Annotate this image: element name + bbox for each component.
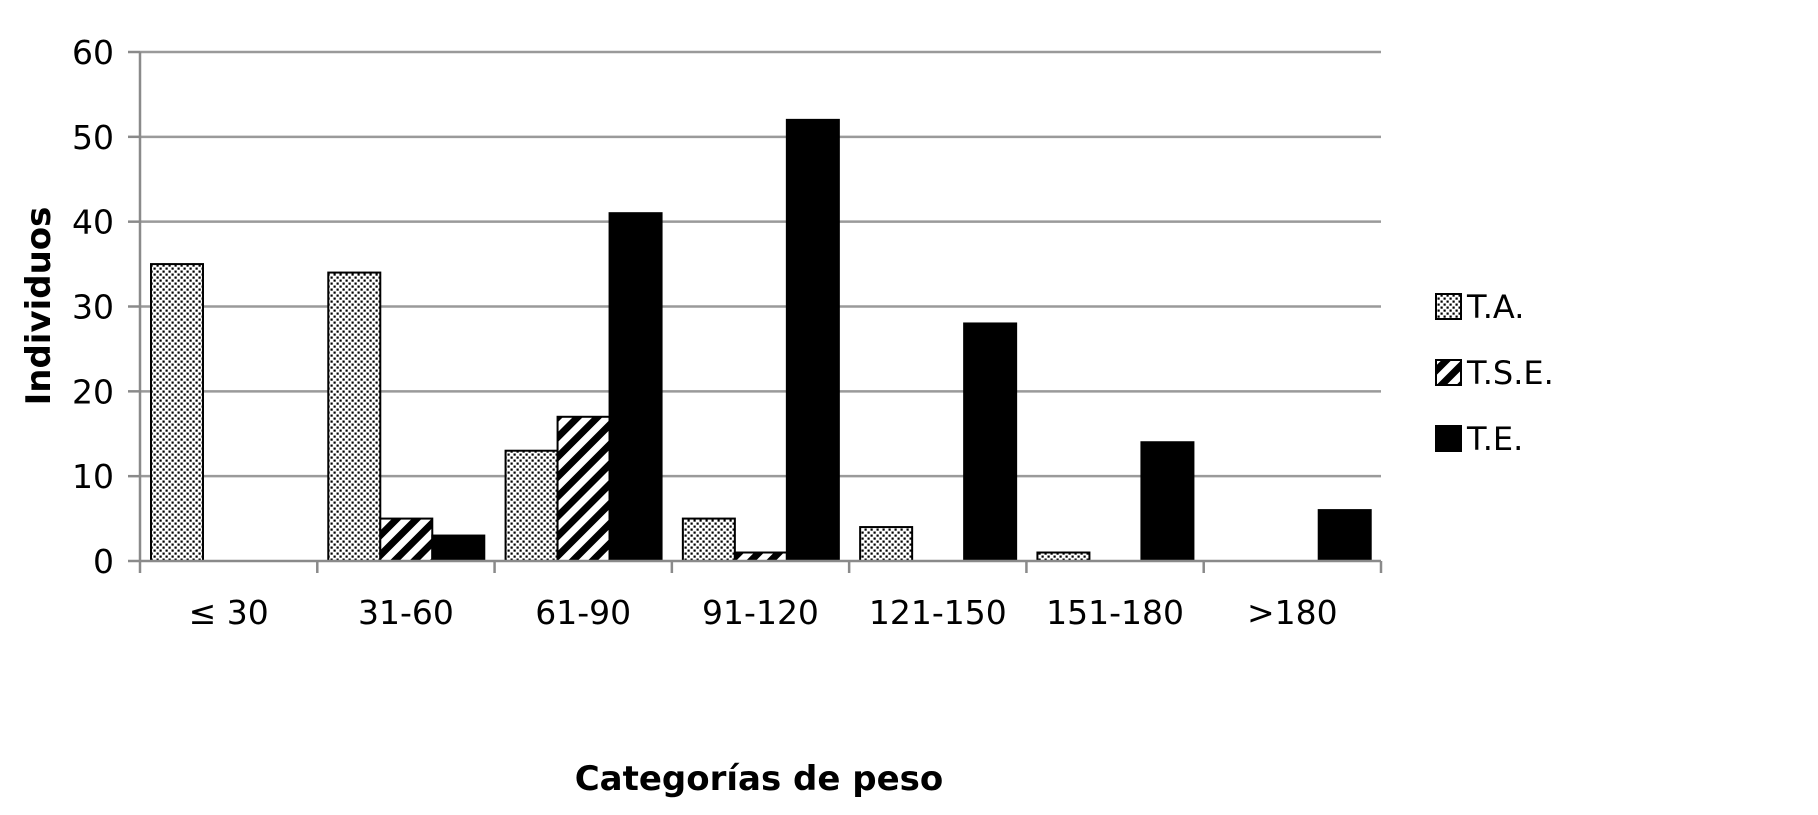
y-tick-label: 40	[72, 203, 114, 242]
bars	[150, 118, 1372, 563]
x-tick-label: >180	[1247, 593, 1338, 632]
legend: T.A. T.S.E. T.E.	[1435, 288, 1554, 458]
legend-swatch	[1435, 425, 1462, 452]
axes	[138, 52, 1381, 563]
bar-t-s-e-2	[556, 415, 611, 562]
x-tick-label: 31-60	[358, 593, 454, 632]
bar-t-s-e-1	[379, 517, 434, 562]
bar-t-a-5	[1036, 551, 1091, 562]
x-tick-label: 91-120	[702, 593, 819, 632]
y-tick-label: 50	[72, 118, 114, 157]
bar-t-e-1	[431, 534, 486, 562]
y-axis-ticks: 0 10 20 30 40 50 60	[72, 33, 140, 581]
y-tick-label: 0	[93, 542, 114, 581]
legend-label: T.E.	[1466, 420, 1523, 458]
y-tick-label: 60	[72, 33, 114, 72]
bar-t-s-e-3	[733, 551, 788, 562]
bar-t-e-3	[785, 118, 840, 562]
legend-label: T.S.E.	[1466, 354, 1554, 392]
gridlines	[140, 50, 1381, 478]
y-tick-label: 10	[72, 457, 114, 496]
y-tick-label: 30	[72, 288, 114, 327]
bar-t-e-5	[1140, 441, 1195, 563]
bar-t-e-6	[1317, 509, 1372, 563]
bar-t-e-2	[608, 212, 663, 563]
bar-t-a-4	[859, 526, 914, 562]
legend-swatch	[1435, 293, 1462, 320]
x-tick-label: 61-90	[535, 593, 631, 632]
bar-t-a-0	[150, 263, 204, 562]
bar-t-a-1	[327, 271, 382, 562]
x-tick-label: 121-150	[869, 593, 1007, 632]
bar-t-e-4	[963, 322, 1018, 563]
x-tick-label: ≤ 30	[189, 593, 269, 632]
y-tick-label: 20	[72, 372, 114, 411]
x-axis-ticks: ≤ 30 31-60 61-90 91-120 121-150 151-180 >180	[138, 561, 1383, 632]
x-axis-title: Categorías de peso	[575, 759, 944, 799]
legend-swatch	[1435, 359, 1462, 386]
bar-t-a-2	[504, 449, 559, 563]
bar-t-a-3	[681, 517, 736, 562]
y-axis-title: Individuos	[19, 207, 59, 406]
x-tick-label: 151-180	[1046, 593, 1184, 632]
legend-label: T.A.	[1466, 288, 1524, 326]
